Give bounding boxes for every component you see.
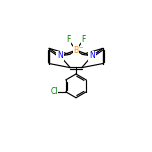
Text: N: N <box>57 51 63 60</box>
Text: −: − <box>78 44 83 49</box>
Text: +: + <box>94 50 99 55</box>
Text: B: B <box>73 46 79 55</box>
Text: F: F <box>66 35 70 44</box>
Text: F: F <box>82 35 86 44</box>
Text: Cl: Cl <box>50 87 58 96</box>
Text: N: N <box>89 51 95 60</box>
